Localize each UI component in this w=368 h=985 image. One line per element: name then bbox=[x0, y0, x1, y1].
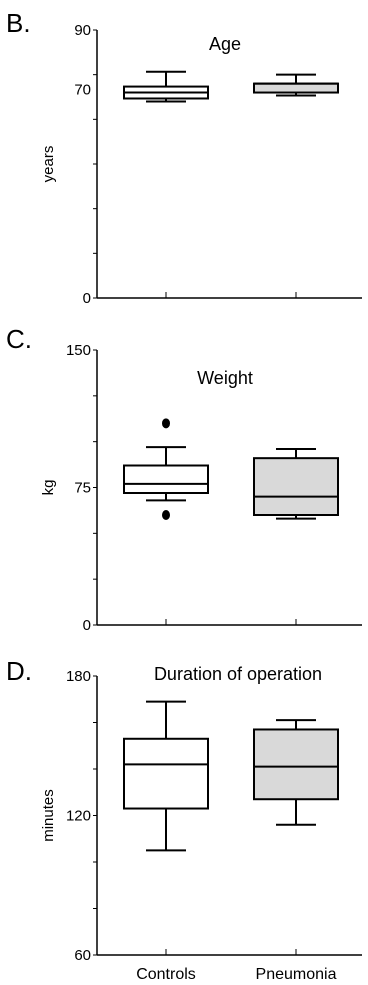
box-pneumonia bbox=[253, 82, 339, 94]
y-axis-label: years bbox=[40, 146, 57, 183]
panel-letter: D. bbox=[6, 656, 32, 686]
panel-letter: C. bbox=[6, 324, 32, 354]
y-tick-label: 60 bbox=[74, 947, 91, 964]
box-controls bbox=[123, 464, 209, 494]
box-controls bbox=[123, 737, 209, 810]
y-tick-label: 90 bbox=[74, 22, 91, 39]
chart-title: Duration of operation bbox=[154, 664, 322, 684]
y-tick-label: 70 bbox=[74, 82, 91, 99]
y-tick-label: 150 bbox=[66, 342, 91, 359]
y-tick-label: 75 bbox=[74, 480, 91, 497]
y-axis-label: minutes bbox=[40, 789, 57, 842]
y-axis-label: kg bbox=[40, 480, 57, 496]
y-tick-label: 0 bbox=[83, 290, 91, 307]
y-tick-label: 0 bbox=[83, 617, 91, 634]
panel-letter: B. bbox=[6, 8, 31, 38]
box-pneumonia bbox=[253, 728, 339, 801]
chart-title: Weight bbox=[197, 368, 253, 388]
outlier-point bbox=[162, 418, 170, 429]
category-label: Controls bbox=[136, 966, 196, 983]
outlier-point bbox=[162, 510, 170, 520]
box-pneumonia bbox=[253, 457, 339, 516]
y-tick-label: 120 bbox=[66, 808, 91, 825]
y-tick-label: 180 bbox=[66, 668, 91, 685]
category-label: Pneumonia bbox=[256, 966, 337, 983]
chart-title: Age bbox=[209, 34, 241, 54]
